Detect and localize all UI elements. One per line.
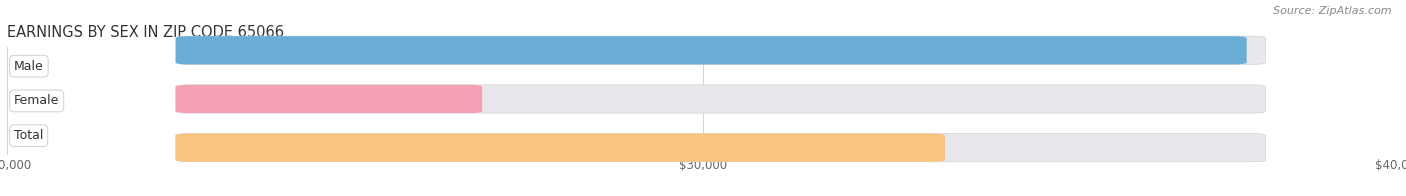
Bar — [7, 56, 1399, 76]
Bar — [7, 91, 1399, 111]
Text: $25,625: $25,625 — [409, 94, 461, 107]
Text: Source: ZipAtlas.com: Source: ZipAtlas.com — [1274, 6, 1392, 16]
Text: Male: Male — [14, 60, 44, 73]
Text: Female: Female — [14, 94, 59, 107]
Text: $39,656: $39,656 — [1308, 60, 1364, 73]
Text: EARNINGS BY SEX IN ZIP CODE 65066: EARNINGS BY SEX IN ZIP CODE 65066 — [7, 25, 284, 40]
Text: Total: Total — [14, 129, 44, 142]
Bar — [7, 126, 1399, 146]
Text: $34,118: $34,118 — [921, 129, 979, 142]
